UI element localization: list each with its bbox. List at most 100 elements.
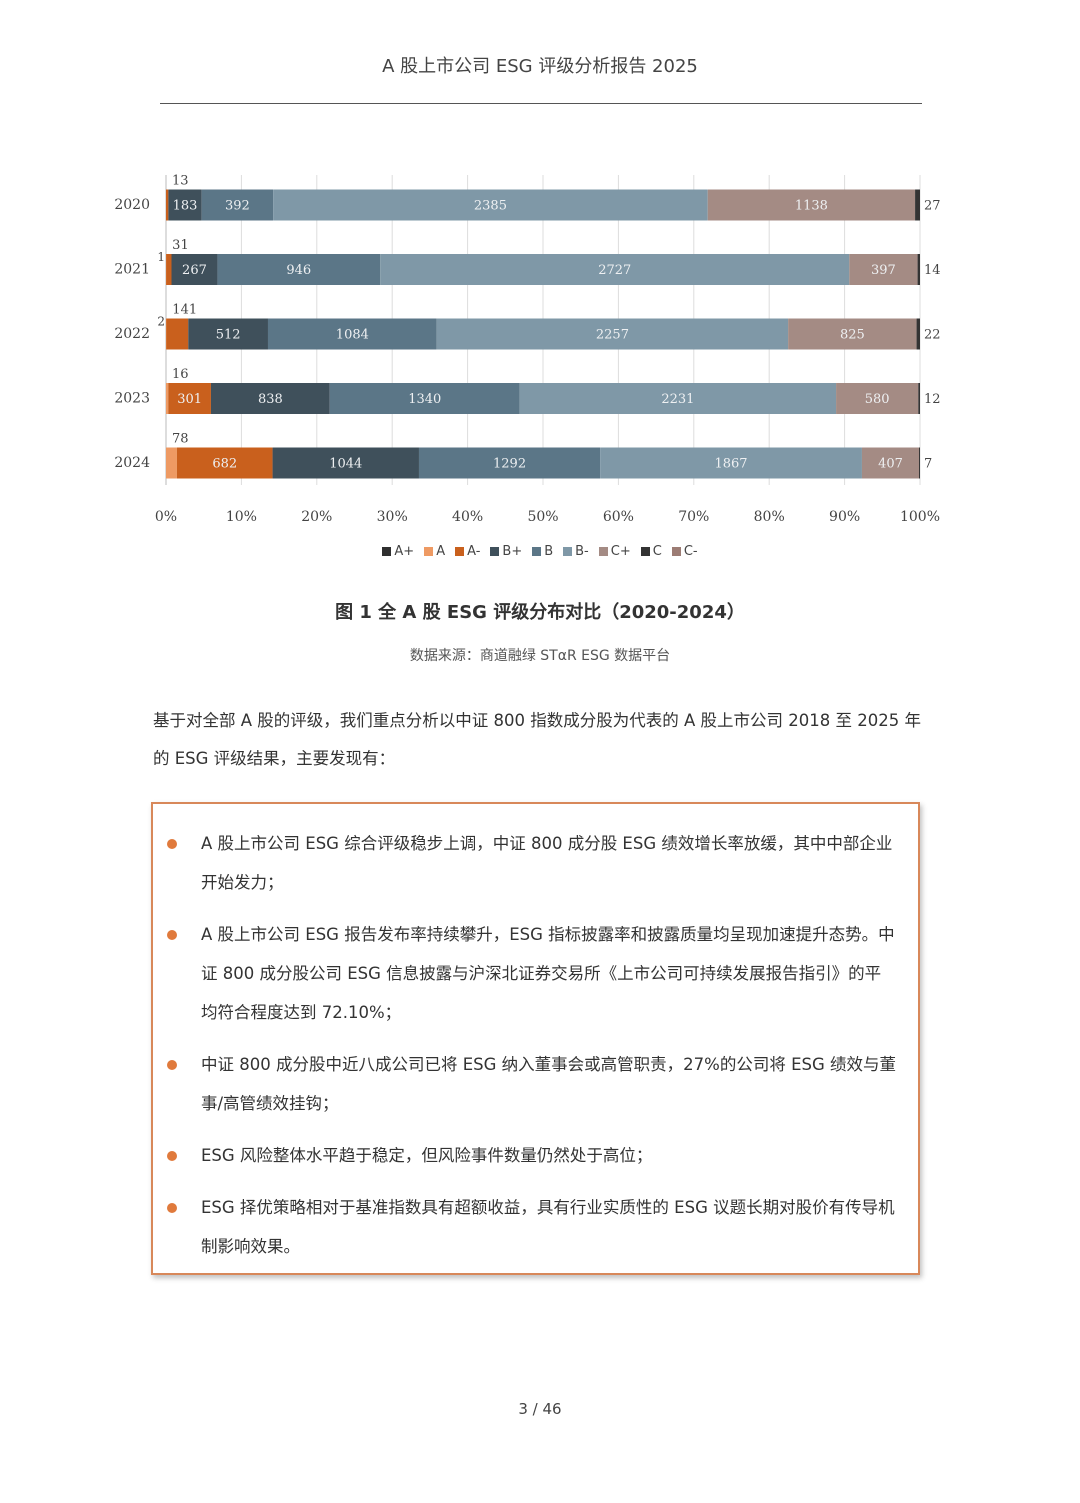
bar-segment	[201, 189, 274, 221]
figure-caption: 图 1 全 A 股 ESG 评级分布对比（2020-2024）	[335, 602, 745, 623]
finding-item: A 股上市公司 ESG 综合评级稳步上调，中证 800 成分股 ESG 绩效增长…	[167, 824, 896, 902]
bar-segment	[519, 383, 837, 414]
bar-segment	[267, 318, 437, 350]
legend-swatch	[455, 547, 465, 556]
data-label: 580	[865, 392, 890, 407]
data-label: 1340	[408, 392, 441, 407]
legend: A+ A A- B+ B B- C+ C C-	[0, 544, 1080, 559]
legend-label: B+	[502, 544, 523, 559]
finding-item: ESG 择优策略相对于基准指数具有超额收益，具有行业实质性的 ESG 议题长期对…	[167, 1188, 896, 1266]
chart: 0% 10% 20% 30% 40% 50% 60% 70% 80% 90% 100%2020131…	[114, 174, 941, 526]
legend-swatch	[671, 547, 681, 556]
bar-segment	[166, 447, 177, 479]
x-tick-label: 10%	[226, 509, 257, 525]
data-label: 183	[173, 199, 198, 214]
data-label: 2	[157, 315, 165, 329]
data-label: 7	[924, 457, 932, 472]
legend-item: A-	[455, 544, 480, 559]
bar-segment	[380, 254, 850, 285]
legend-item: C-	[671, 544, 698, 559]
bar-segment	[188, 318, 268, 350]
data-label: 946	[286, 263, 311, 278]
data-label: 2257	[596, 328, 629, 343]
bullet	[167, 1151, 177, 1161]
x-tick-label: 90%	[829, 509, 860, 525]
legend-swatch	[424, 547, 434, 556]
data-label: 407	[878, 457, 903, 472]
x-tick-label: 40%	[452, 509, 483, 525]
legend-label: C	[652, 544, 662, 559]
bar-segment	[176, 447, 273, 479]
legend-swatch	[563, 547, 573, 556]
data-label: 2385	[474, 199, 507, 214]
y-tick-label: 2022	[114, 326, 150, 342]
bar-segment	[210, 383, 330, 414]
x-tick-label: 20%	[301, 509, 332, 525]
x-tick-label: 100%	[900, 509, 940, 525]
y-tick-label: 2021	[114, 262, 150, 278]
data-label: 27	[924, 199, 941, 214]
legend-label: B-	[575, 544, 589, 559]
data-label: 12	[924, 392, 941, 407]
bar-segment	[707, 189, 916, 221]
data-label: 22	[924, 328, 941, 343]
bar-segment	[171, 254, 218, 285]
y-tick-label: 2024	[114, 455, 150, 471]
bar-segment	[217, 254, 381, 285]
x-tick-label: 30%	[377, 509, 408, 525]
finding-item: A 股上市公司 ESG 报告发布率持续攀升，ESG 指标披露率和披露质量均呈现加…	[167, 915, 896, 1032]
page-number: 3 / 46	[518, 1400, 562, 1418]
bar-segment	[272, 447, 419, 479]
data-label: 512	[216, 328, 241, 343]
legend-label: A	[436, 544, 446, 559]
finding-text: ESG 风险整体水平趋于稳定，但风险事件数量仍然处于高位；	[201, 1146, 653, 1165]
legend-item: C+	[598, 544, 631, 559]
finding-text: ESG 择优策略相对于基准指数具有超额收益，具有行业实质性的 ESG 议题长期对…	[201, 1198, 895, 1256]
x-tick-label: 50%	[527, 509, 558, 525]
data-label: 2727	[598, 263, 631, 278]
legend-swatch	[532, 547, 542, 556]
bar-segment	[436, 318, 789, 350]
data-label: 78	[172, 432, 189, 447]
bar-segment	[861, 447, 920, 479]
legend-label: A+	[394, 544, 415, 559]
data-label: 825	[840, 328, 865, 343]
bar-segment	[418, 447, 601, 479]
legend-item: C	[640, 544, 662, 559]
finding-text: A 股上市公司 ESG 报告发布率持续攀升，ESG 指标披露率和披露质量均呈现加…	[201, 925, 895, 1022]
bar-segment	[788, 318, 917, 350]
data-label: 301	[177, 392, 202, 407]
bar-segment	[168, 383, 211, 414]
legend-label: B	[544, 544, 554, 559]
findings-list: A 股上市公司 ESG 综合评级稳步上调，中证 800 成分股 ESG 绩效增长…	[153, 804, 918, 1266]
header-title: A 股上市公司 ESG 评级分析报告 2025	[382, 56, 698, 77]
data-label: 16	[172, 367, 189, 382]
legend-label: A-	[467, 544, 481, 559]
finding-item: 中证 800 成分股中近八成公司已将 ESG 纳入董事会或高管职责，27%的公司…	[167, 1045, 896, 1123]
data-label: 2231	[661, 392, 694, 407]
data-label: 397	[871, 263, 896, 278]
legend-label: C+	[610, 544, 631, 559]
figure-source: 数据来源：商道融绿 STαR ESG 数据平台	[409, 648, 671, 664]
paragraph: 基于对全部 A 股的评级，我们重点分析以中证 800 指数成分股为代表的 A 股…	[153, 711, 921, 768]
data-label: 838	[258, 392, 283, 407]
bullet	[167, 930, 177, 940]
data-label: 31	[172, 238, 189, 253]
legend-item: B+	[490, 544, 522, 559]
legend-label: C-	[683, 544, 698, 559]
header-rule	[160, 103, 922, 104]
data-label: 14	[924, 263, 941, 278]
x-tick-label: 0%	[155, 509, 177, 525]
legend-item: B	[532, 544, 553, 559]
bar-segment	[166, 318, 189, 350]
bar-segment	[919, 447, 920, 479]
bar-segment	[166, 189, 169, 221]
bar-segment	[836, 383, 919, 414]
bar-segment	[917, 254, 920, 285]
data-label: 1138	[795, 199, 828, 214]
bar-segment	[166, 254, 172, 285]
finding-item: ESG 风险整体水平趋于稳定，但风险事件数量仍然处于高位；	[167, 1136, 896, 1175]
bullet	[167, 1203, 177, 1213]
data-label: 1044	[329, 457, 362, 472]
